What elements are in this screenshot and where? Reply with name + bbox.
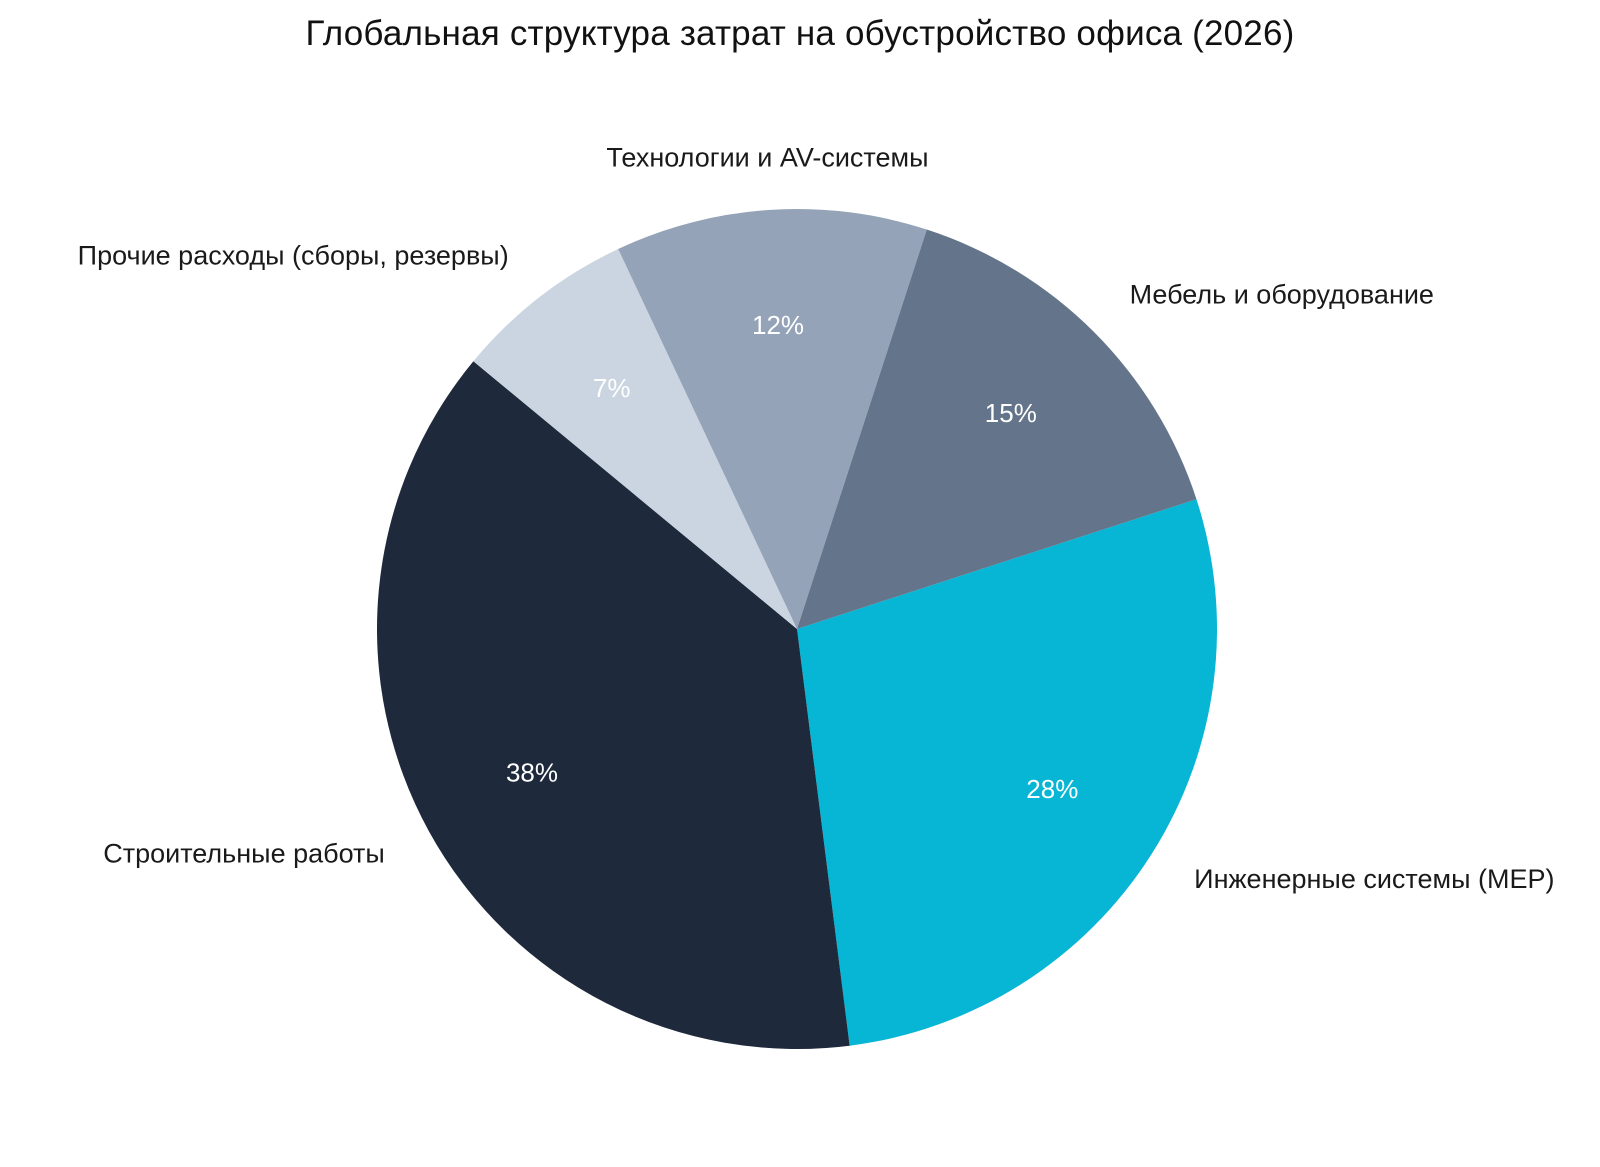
slice-percent-label: 28%	[1026, 774, 1078, 804]
slice-category-label: Строительные работы	[103, 839, 385, 869]
slice-category-label: Прочие расходы (сборы, резервы)	[78, 240, 509, 270]
slice-percent-label: 38%	[506, 758, 558, 788]
chart-title: Глобальная структура затрат на обустройс…	[305, 14, 1295, 53]
pie-slice-2	[376, 361, 850, 1049]
slice-percent-label: 12%	[752, 310, 804, 340]
pie-slice-3	[473, 248, 797, 629]
slice-category-label: Инженерные системы (MEP)	[1194, 864, 1554, 894]
pie-slice-5	[797, 229, 1197, 629]
slice-percent-label: 7%	[593, 373, 631, 403]
pie-slice-1	[797, 499, 1217, 1046]
slice-category-label: Мебель и оборудование	[1130, 280, 1434, 310]
slice-percent-label: 15%	[985, 398, 1037, 428]
pie-slice-4	[618, 209, 927, 629]
slice-category-label: Технологии и AV-системы	[606, 143, 928, 173]
